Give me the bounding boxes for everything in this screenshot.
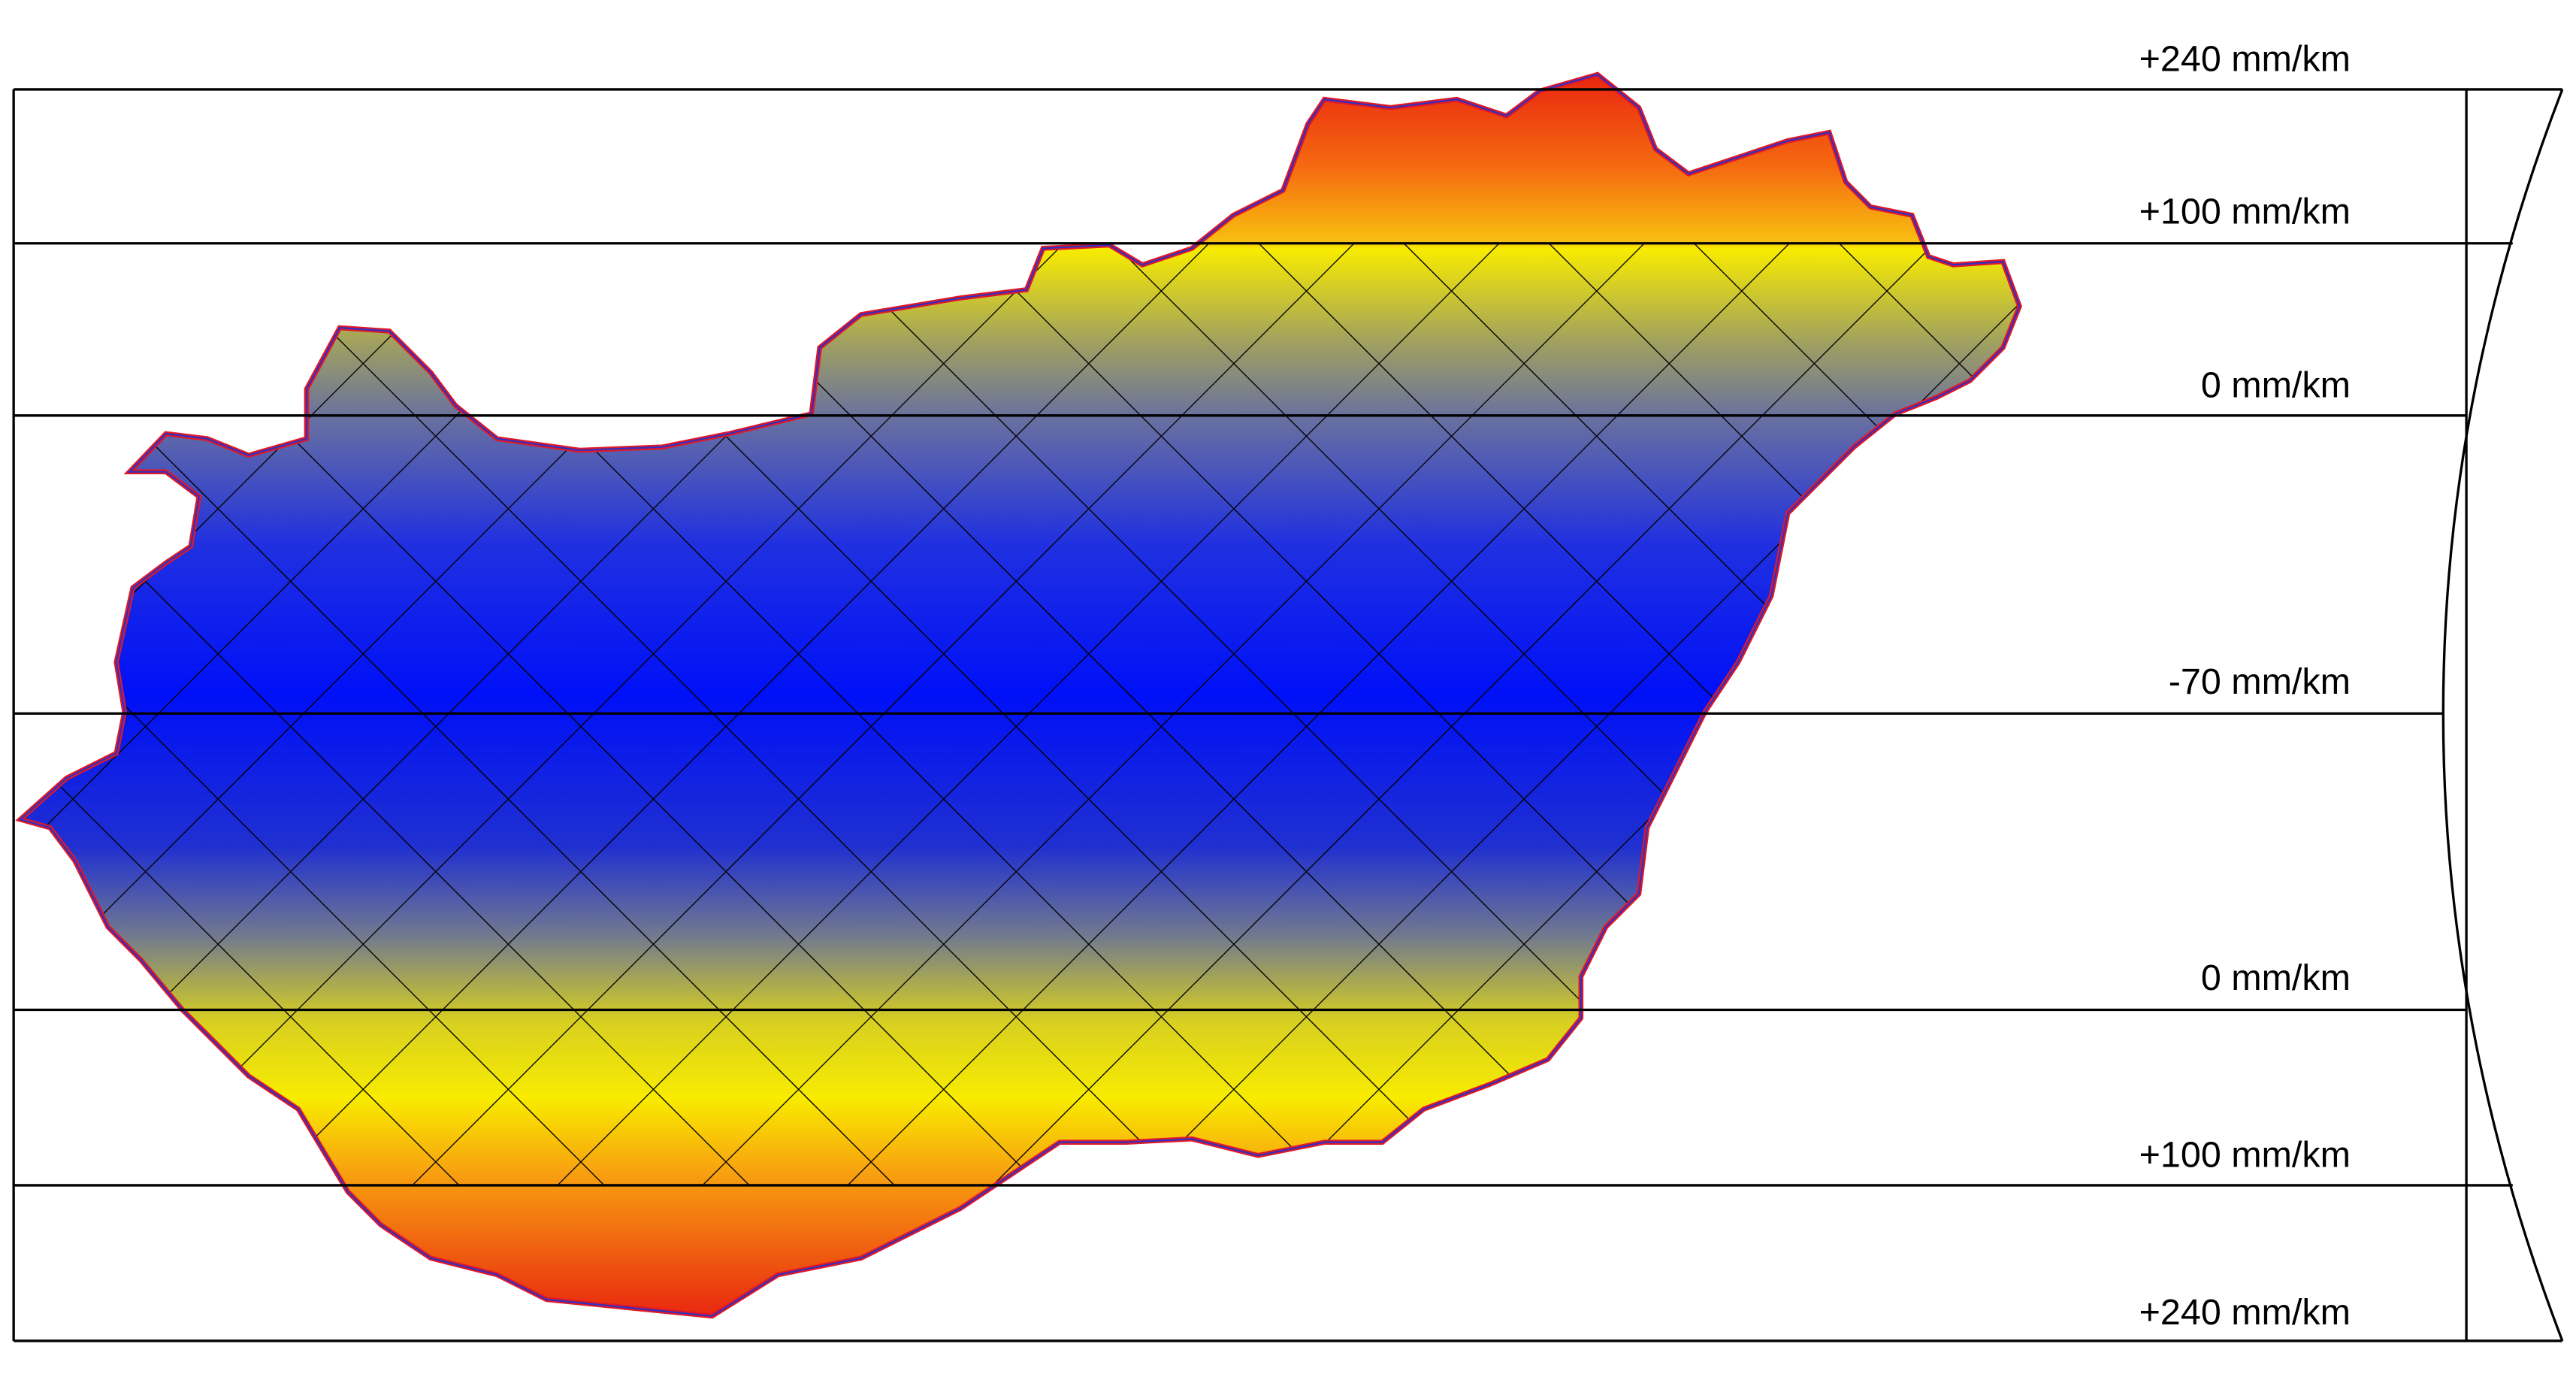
band-label: +240 mm/km <box>2139 1292 2351 1333</box>
scale-curve <box>2441 89 2564 1342</box>
band-label: -70 mm/km <box>2169 661 2351 702</box>
band-label: +100 mm/km <box>2139 1135 2351 1176</box>
band-label: +240 mm/km <box>2139 39 2351 80</box>
band-label: 0 mm/km <box>2201 958 2351 998</box>
band-label: 0 mm/km <box>2201 365 2351 406</box>
band-label: +100 mm/km <box>2139 191 2351 232</box>
frame <box>12 88 2564 1342</box>
